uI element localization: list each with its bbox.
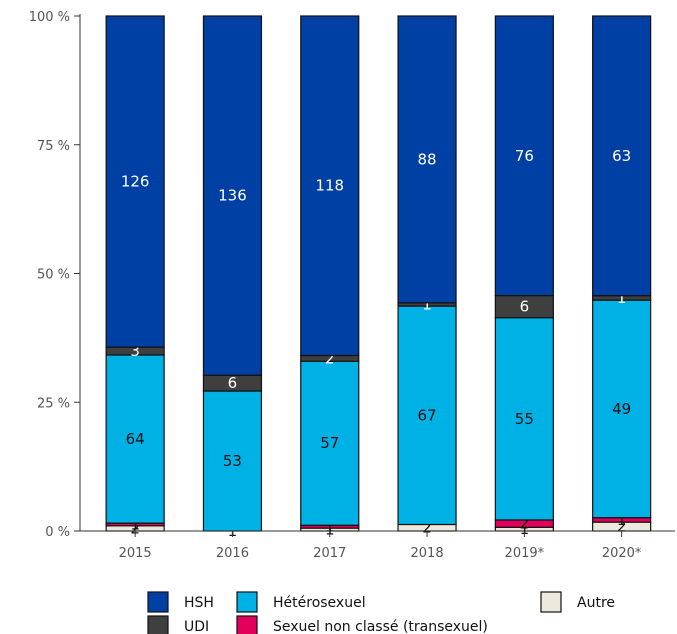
data-label: 1 — [325, 518, 335, 536]
data-label: 63 — [612, 147, 631, 165]
bar-segment — [494, 15, 554, 297]
bar-segment — [592, 15, 652, 297]
data-label: 2 — [617, 518, 627, 536]
data-label: 64 — [126, 430, 145, 448]
legend-label: Autre — [577, 595, 615, 611]
bar-segment — [300, 15, 360, 357]
data-label: 2 — [325, 349, 335, 367]
legend-label: Sexuel non classé (transexuel) — [273, 619, 488, 634]
legend-label: HSH — [184, 595, 214, 611]
data-label: 2 — [422, 519, 432, 537]
data-label: 2 — [520, 515, 530, 533]
x-axis: 2015 2016 2017 2018 2019* 2020* — [80, 530, 675, 561]
data-label: 126 — [121, 173, 150, 191]
x-tick-label: 2015 — [119, 546, 152, 561]
bar-segment — [494, 317, 554, 521]
legend-item: HSH — [147, 591, 214, 613]
bar-segment — [300, 360, 360, 526]
data-label: 6 — [520, 298, 530, 316]
data-label: 53 — [223, 452, 242, 470]
legend-swatch — [147, 615, 169, 634]
data-label: 49 — [612, 400, 631, 418]
legend-label: Hétérosexuel — [273, 595, 366, 611]
y-axis: 0 % 25 % 50 % 75 % 100 % — [29, 10, 81, 540]
data-label: 55 — [515, 410, 534, 428]
data-label: 3 — [130, 342, 140, 360]
data-label: 88 — [418, 150, 437, 168]
bars: 2164312615361361157211826718812556762149… — [105, 15, 652, 540]
bar-segment — [202, 15, 263, 376]
data-label: 2 — [130, 519, 140, 537]
legend-swatch — [236, 615, 258, 634]
legend-swatch — [540, 591, 562, 613]
data-label: 1 — [617, 511, 627, 529]
x-tick-label: 2019* — [505, 546, 545, 561]
legend-swatch — [236, 591, 258, 613]
y-tick-label: 100 % — [29, 10, 70, 25]
bar-segment — [105, 15, 165, 348]
legend-swatch — [147, 591, 169, 613]
y-tick-label: 50 % — [37, 268, 70, 283]
data-label: 1 — [130, 515, 140, 533]
legend-item: UDI — [147, 615, 209, 634]
data-label: 57 — [320, 434, 339, 452]
x-tick-label: 2018 — [411, 546, 444, 561]
legend-label: UDI — [184, 619, 209, 634]
y-tick-label: 75 % — [37, 139, 70, 154]
data-label: 76 — [515, 147, 534, 165]
y-tick-label: 0 % — [45, 525, 70, 540]
y-tick-label: 25 % — [37, 396, 70, 411]
data-label: 6 — [228, 374, 238, 392]
data-label: 1 — [422, 295, 432, 313]
data-label: 136 — [218, 187, 247, 205]
legend: HSH Hétérosexuel Autre UDI Sexuel non classé… — [147, 591, 615, 634]
x-tick-label: 2017 — [313, 546, 346, 561]
data-label: 67 — [418, 406, 437, 424]
legend-item: Sexuel non classé (transexuel) — [236, 615, 488, 634]
data-label: 1 — [325, 521, 335, 539]
legend-item: Hétérosexuel — [236, 591, 366, 613]
x-tick-label: 2016 — [216, 546, 249, 561]
data-label: 1 — [520, 520, 530, 538]
bar-segment — [397, 305, 457, 526]
data-label: 118 — [315, 177, 344, 195]
bar-segment — [397, 15, 457, 304]
data-label: 1 — [617, 289, 627, 307]
bar-segment — [202, 390, 263, 532]
legend-item: Autre — [540, 591, 615, 613]
x-tick-label: 2020* — [602, 546, 642, 561]
